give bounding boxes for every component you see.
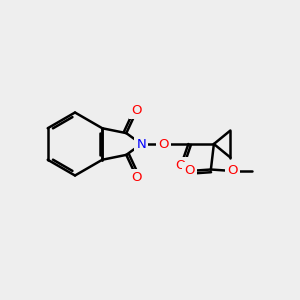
Text: O: O bbox=[227, 164, 238, 178]
Text: O: O bbox=[158, 137, 169, 151]
Text: N: N bbox=[136, 137, 146, 151]
Text: O: O bbox=[184, 164, 194, 178]
Text: O: O bbox=[131, 171, 142, 184]
Text: O: O bbox=[176, 159, 186, 172]
Text: O: O bbox=[131, 104, 142, 117]
